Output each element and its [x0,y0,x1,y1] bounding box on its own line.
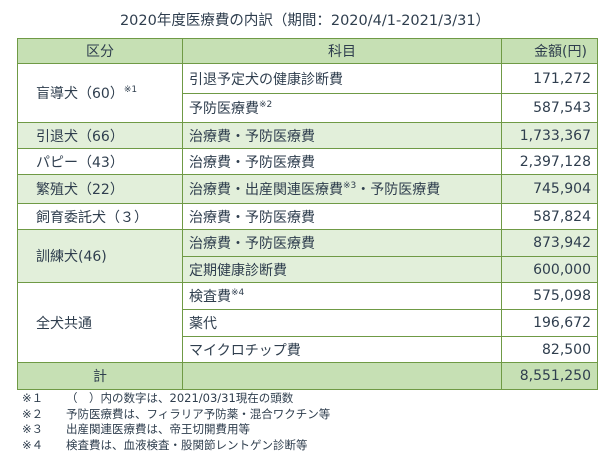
item-cell: 治療費・予防医療費 [182,203,502,230]
amount-cell: 171,272 [501,63,598,94]
table-row: 薬代 196,672 [18,309,598,337]
table-row: 訓練犬(46) 治療費・予防医療費 873,942 [17,229,598,283]
amount-cell: 745,904 [501,174,598,204]
table-row: 予防医療費※2 587,543 [18,93,598,123]
table-row: マイクロチップ費 82,500 [18,336,598,363]
total-amount: 8,551,250 [501,362,598,390]
amount-cell: 587,824 [501,203,598,230]
item-cell: 薬代 [182,309,502,337]
category-cell: 引退犬（66） [17,122,183,149]
amount-cell: 2,397,128 [501,148,598,175]
amount-cell: 196,672 [501,309,598,337]
total-label: 計 [17,362,183,390]
header-item: 科目 [182,38,502,64]
amount-cell: 587,543 [501,93,598,123]
header-amount: 金額(円) [501,38,598,64]
medical-expense-table: 区分 科目 金額(円) 盲導犬（60）※1 引退予定犬の健康診断費 171,27… [17,38,598,390]
header-row: 区分 科目 金額(円) [17,38,598,64]
total-empty-cell [182,362,502,390]
item-cell: 定期健康診断費 [182,256,502,283]
category-cell: パピー（43） [17,148,183,175]
item-cell: 予防医療費※2 [182,93,502,123]
amount-cell: 575,098 [501,282,598,310]
category-cell: 全犬共通 [17,282,183,363]
item-cell: 治療費・出産関連医療費※3・予防医療費 [182,174,502,204]
table-title: 2020年度医療費の内訳（期間：2020/4/1-2021/3/31） [119,13,491,29]
table-row: 繁殖犬（22） 治療費・出産関連医療費※3・予防医療費 745,904 [17,174,598,204]
total-row: 計 8,551,250 [17,362,598,390]
amount-cell: 600,000 [501,256,598,283]
item-cell: 検査費※4 [182,282,502,310]
category-cell: 飼育委託犬（３） [17,203,183,230]
amount-cell: 82,500 [501,336,598,363]
item-cell: 引退予定犬の健康診断費 [182,63,502,94]
table-row: 引退犬（66） 治療費・予防医療費 1,733,367 [17,122,598,149]
category-cell: 盲導犬（60）※1 [17,63,183,123]
amount-cell: 1,733,367 [501,122,598,149]
footnotes: ※１ （ ）内の数字は、2021/03/31現在の頭数 ※２ 予防医療費は、フィラリ… [22,391,330,453]
footnote: ※４ 検査費は、血液検査・股関節レントゲン診断等 [22,437,308,452]
table-row: パピー（43） 治療費・予防医療費 2,397,128 [17,148,598,175]
item-cell: マイクロチップ費 [182,336,502,363]
footnote: ※１ （ ）内の数字は、2021/03/31現在の頭数 [22,391,294,405]
item-cell: 治療費・予防医療費 [182,148,502,175]
footnote: ※３ 出産関連医療費は、帝王切開費用等 [22,422,250,436]
amount-cell: 873,942 [501,229,598,257]
item-cell: 治療費・予防医療費 [182,229,502,257]
item-cell: 治療費・予防医療費 [182,122,502,149]
table-row: 盲導犬（60）※1 引退予定犬の健康診断費 171,272 [17,63,598,123]
category-cell: 訓練犬(46) [17,229,183,283]
footnote: ※２ 予防医療費は、フィラリア予防薬・混合ワクチン等 [22,406,331,421]
table-row: 全犬共通 検査費※4 575,098 [17,282,598,363]
table-row: 飼育委託犬（３） 治療費・予防医療費 587,824 [17,203,598,230]
header-category: 区分 [17,38,183,64]
category-cell: 繁殖犬（22） [17,174,183,204]
